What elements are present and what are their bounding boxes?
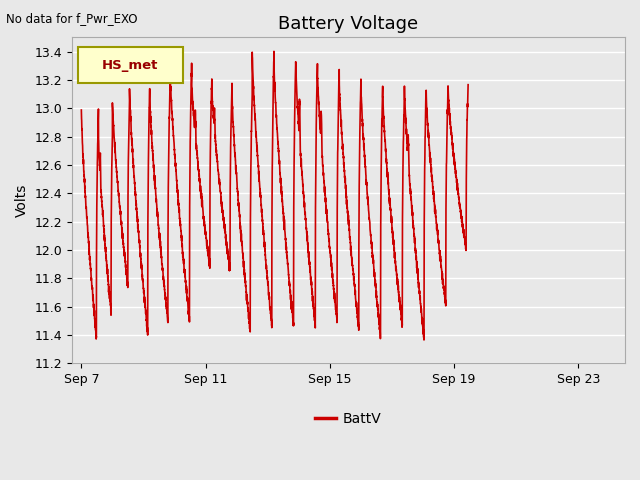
Legend: BattV: BattV	[310, 406, 387, 432]
Text: No data for f_Pwr_EXO: No data for f_Pwr_EXO	[6, 12, 138, 25]
Y-axis label: Volts: Volts	[15, 184, 29, 217]
Title: Battery Voltage: Battery Voltage	[278, 15, 419, 33]
Text: HS_met: HS_met	[102, 59, 158, 72]
FancyBboxPatch shape	[77, 47, 182, 83]
